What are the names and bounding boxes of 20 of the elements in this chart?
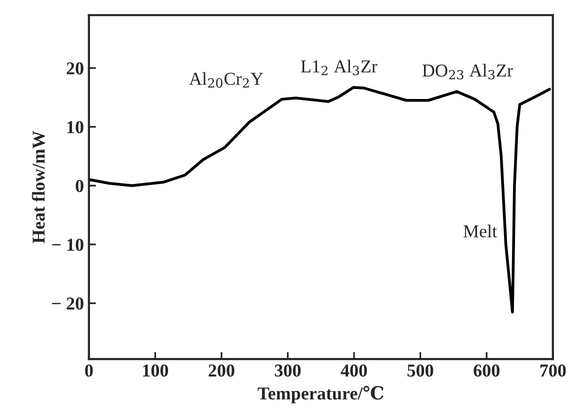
y-tick-label: 10 — [67, 121, 84, 134]
x-tick-label: 400 — [340, 364, 367, 377]
x-tick-label: 600 — [474, 364, 500, 377]
y-tick-label: − 20 — [52, 297, 84, 310]
x-tick-label: 0 — [85, 364, 93, 377]
y-tick-label: 20 — [66, 62, 84, 74]
x-tick-label: 200 — [208, 364, 234, 377]
y-tick-label: − 10 — [52, 238, 84, 251]
y-axis-title: Heat flow/mW — [32, 130, 45, 244]
annotation: Al$_{20}$Cr$_{2}$Y — [189, 72, 264, 88]
x-tick-label: 300 — [274, 364, 301, 377]
annotation: DO$_{23}$ Al$_{3}$Zr — [422, 64, 513, 80]
x-tick-label: 500 — [408, 364, 434, 377]
annotation: L1$_{2}$ Al$_{3}$Zr — [300, 60, 378, 76]
x-tick-label: 700 — [540, 364, 566, 377]
x-axis-title: Temperature/℃ — [258, 386, 384, 404]
y-tick-label: 0 — [76, 180, 84, 192]
x-tick-label: 100 — [143, 364, 168, 377]
annotation: Melt — [464, 224, 497, 238]
line-series — [88, 86, 551, 314]
